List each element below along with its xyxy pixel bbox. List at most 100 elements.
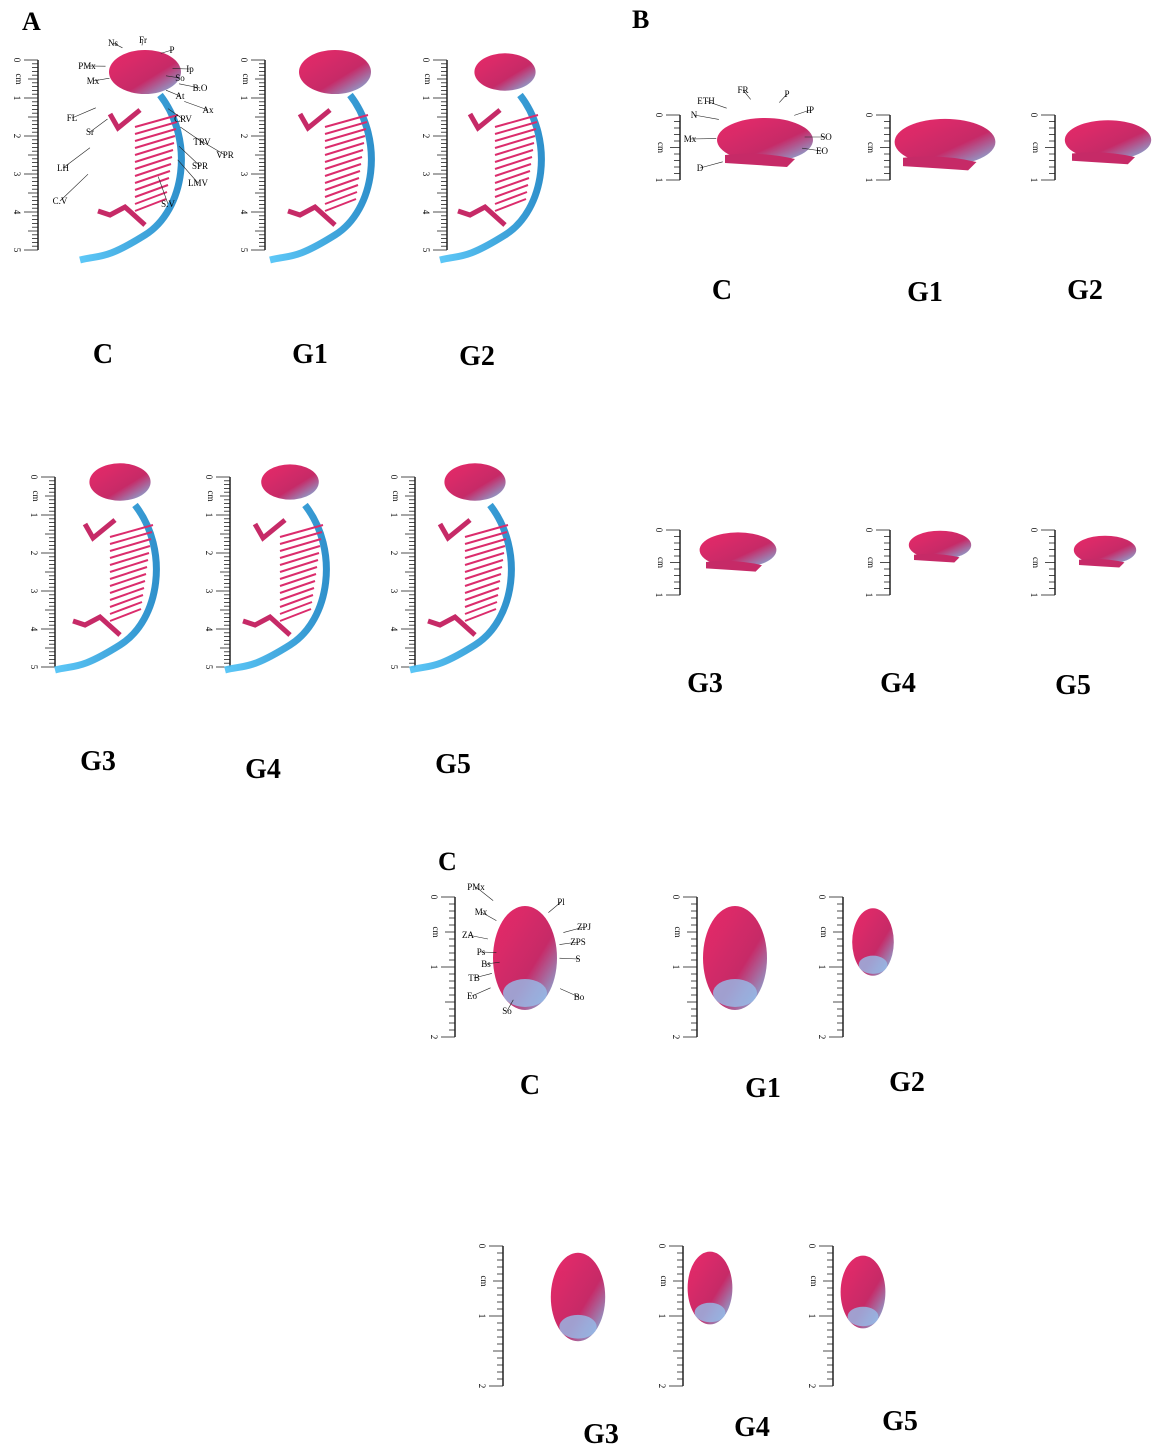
ruler-label: 1 bbox=[1029, 178, 1039, 183]
ruler-label: 2 bbox=[671, 1035, 681, 1040]
annotation: ZA bbox=[462, 930, 474, 940]
ruler-label: 1 bbox=[654, 593, 664, 598]
occipital bbox=[559, 1315, 596, 1339]
rib bbox=[465, 602, 497, 614]
ruler: 012345cm bbox=[389, 475, 415, 670]
ruler-unit: cm bbox=[819, 927, 829, 938]
specimen-image bbox=[852, 908, 894, 976]
ruler-label: 0 bbox=[204, 475, 214, 480]
specimen-label: G4 bbox=[880, 668, 916, 699]
specimen-image bbox=[909, 531, 971, 563]
rib bbox=[465, 560, 503, 572]
annotation: So bbox=[175, 73, 185, 83]
ruler-label: 2 bbox=[239, 134, 249, 139]
ruler-label: 1 bbox=[864, 593, 874, 598]
specimen-label: G4 bbox=[734, 1412, 770, 1443]
ruler-unit: cm bbox=[431, 927, 441, 938]
rib bbox=[110, 546, 150, 558]
rib bbox=[110, 595, 143, 607]
ruler-label: 2 bbox=[389, 551, 399, 556]
specimen-image bbox=[700, 532, 777, 571]
ruler-unit: cm bbox=[809, 1276, 819, 1287]
panel-letter: B bbox=[632, 5, 649, 34]
ruler-label: 0 bbox=[817, 895, 827, 900]
ruler-label: 4 bbox=[204, 627, 214, 632]
rib bbox=[465, 574, 501, 586]
ruler-label: 0 bbox=[12, 58, 22, 63]
annotation: S bbox=[575, 954, 580, 964]
forelimb bbox=[85, 520, 115, 538]
annotation: ETH bbox=[697, 96, 715, 106]
ruler-label: 2 bbox=[477, 1384, 487, 1389]
annotation: ZPJ bbox=[577, 922, 592, 932]
ruler-label: 2 bbox=[817, 1035, 827, 1040]
ruler-label: 5 bbox=[204, 665, 214, 670]
annotation: FR bbox=[737, 85, 748, 95]
annotation: VPR bbox=[216, 150, 234, 160]
rib bbox=[495, 164, 531, 176]
annotation: So bbox=[502, 1006, 512, 1016]
panel-letter: A bbox=[22, 7, 41, 36]
ruler: 012345cm bbox=[421, 58, 447, 253]
skull bbox=[261, 464, 319, 499]
specimen-image bbox=[55, 463, 156, 670]
skull bbox=[444, 463, 505, 500]
rib bbox=[110, 581, 145, 593]
ruler-label: 3 bbox=[389, 589, 399, 594]
rib bbox=[280, 588, 314, 600]
ruler: 0 1 2 cm bbox=[817, 895, 843, 1040]
ruler-label: 0 bbox=[807, 1244, 817, 1249]
ruler-label: 1 bbox=[817, 965, 827, 970]
rib bbox=[280, 546, 320, 558]
ruler-label: 5 bbox=[29, 665, 39, 670]
rib bbox=[465, 546, 505, 558]
annotation: P bbox=[784, 89, 789, 99]
rib bbox=[465, 532, 507, 544]
specimen-label: G4 bbox=[245, 754, 281, 785]
ruler-unit: cm bbox=[866, 142, 876, 153]
annotation: FL bbox=[67, 113, 78, 123]
annotation: Bs bbox=[481, 959, 491, 969]
ruler: 01cm bbox=[864, 113, 890, 183]
specimen-label: G3 bbox=[687, 668, 723, 699]
ruler-unit: cm bbox=[391, 491, 401, 502]
rib bbox=[325, 171, 360, 183]
rib bbox=[280, 539, 321, 551]
ruler: 012cm bbox=[807, 1244, 833, 1389]
annotation: Mx bbox=[87, 76, 100, 86]
ruler-label: 5 bbox=[239, 248, 249, 253]
rib bbox=[325, 164, 361, 176]
forelimb bbox=[470, 110, 500, 128]
rib bbox=[280, 553, 319, 565]
skull bbox=[474, 53, 535, 90]
rib bbox=[110, 553, 149, 565]
specimen-image bbox=[551, 1253, 605, 1341]
ruler: 012cm bbox=[477, 1244, 503, 1389]
ruler: 012345cm bbox=[29, 475, 55, 670]
specimen-image bbox=[688, 1252, 733, 1325]
rib bbox=[325, 157, 362, 169]
rib bbox=[110, 574, 146, 586]
ruler-label: 0 bbox=[239, 58, 249, 63]
annotation: B.O bbox=[193, 83, 208, 93]
rib bbox=[325, 199, 356, 211]
ruler-label: 1 bbox=[657, 1314, 667, 1319]
annotation: P bbox=[169, 45, 174, 55]
ruler-label: 4 bbox=[12, 210, 22, 215]
specimen-label: G2 bbox=[459, 341, 495, 372]
ruler-label: 1 bbox=[204, 513, 214, 518]
annotation: Ip bbox=[186, 64, 194, 74]
rib bbox=[495, 122, 537, 134]
occipital bbox=[713, 979, 757, 1007]
ruler-unit: cm bbox=[206, 491, 216, 502]
skull bbox=[109, 50, 181, 94]
ruler-label: 4 bbox=[239, 210, 249, 215]
ruler-label: 1 bbox=[421, 96, 431, 101]
ruler-unit: cm bbox=[14, 74, 24, 85]
ruler-label: 5 bbox=[12, 248, 22, 253]
annotation: IP bbox=[806, 105, 814, 115]
skull bbox=[89, 463, 150, 500]
ruler-label: 3 bbox=[421, 172, 431, 177]
